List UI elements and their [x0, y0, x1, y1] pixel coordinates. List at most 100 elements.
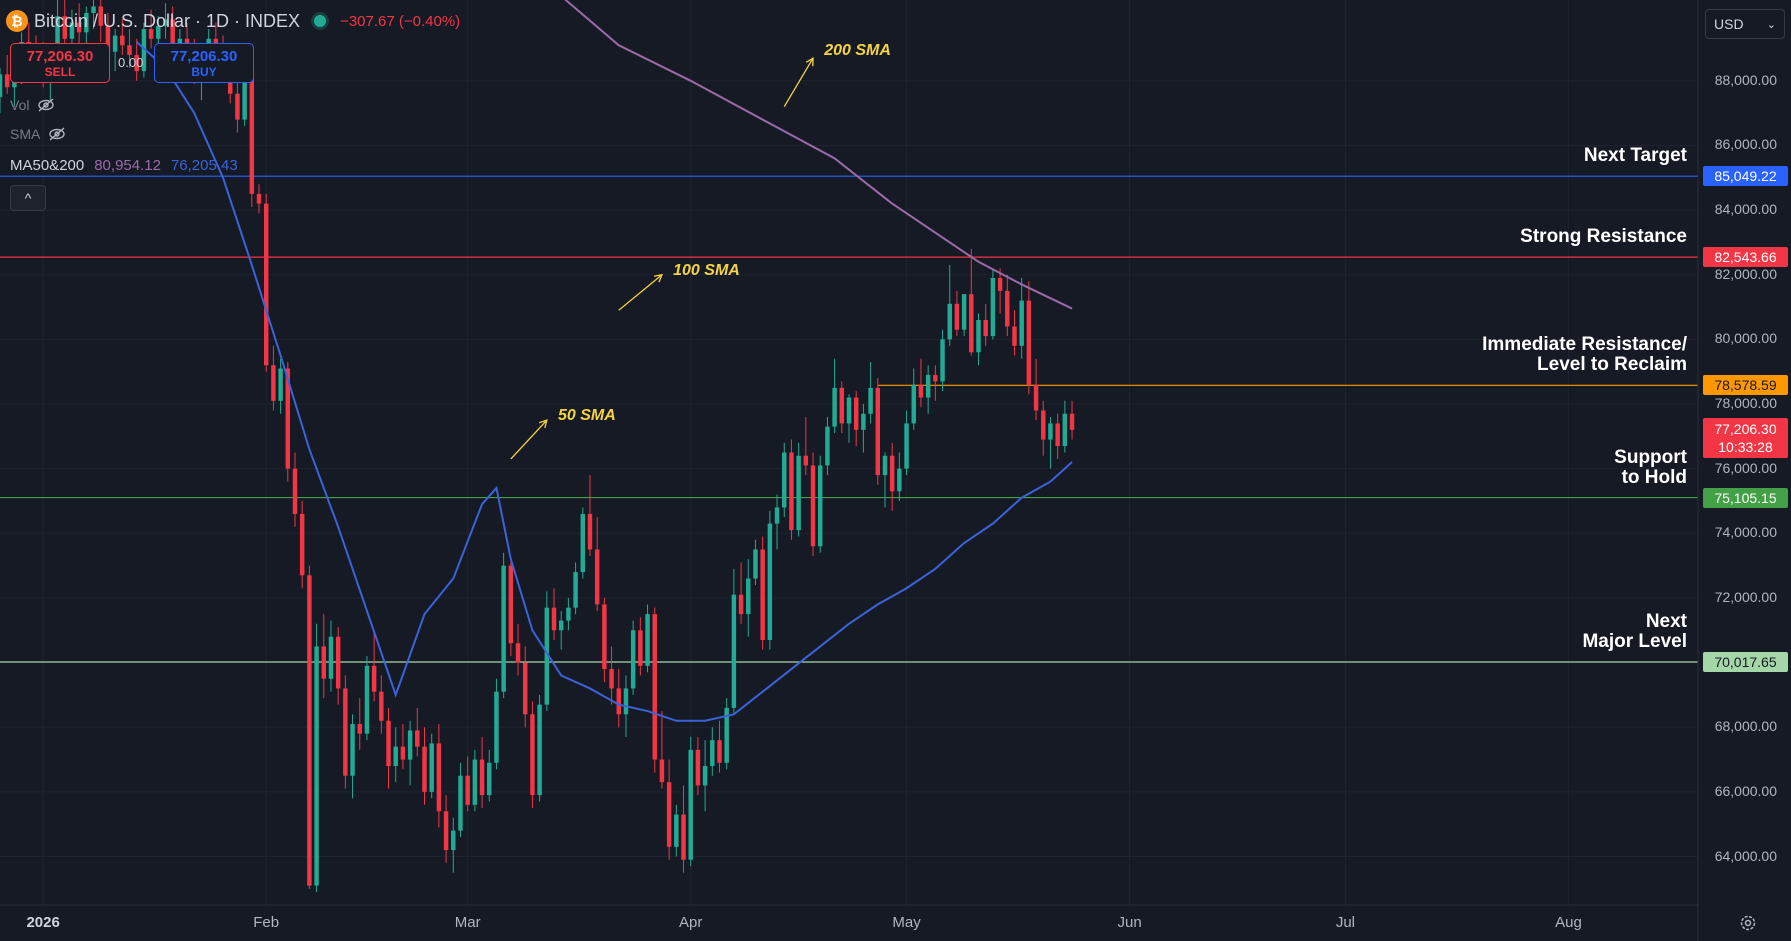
y-tick-label: 64,000.00	[1714, 847, 1777, 864]
candle-body	[933, 374, 938, 382]
candle-body	[760, 549, 765, 640]
candle-body	[695, 749, 701, 786]
ma-200-line	[564, 0, 1073, 310]
hidden-eye-icon[interactable]	[48, 127, 66, 141]
candle-body	[702, 766, 708, 786]
candle-body	[451, 830, 456, 851]
candle-body	[681, 814, 686, 860]
candle-body	[1069, 413, 1075, 430]
currency-select[interactable]: USD ⌄	[1705, 9, 1785, 39]
candle-body	[666, 782, 672, 847]
market-status-icon	[314, 15, 327, 27]
candle-body	[688, 749, 693, 860]
candle-body	[422, 746, 427, 792]
candle-body	[235, 93, 240, 120]
buy-label: BUY	[191, 64, 217, 79]
buy-price: 77,206.30	[170, 47, 238, 65]
level-price-tag: 78,578.59	[1703, 375, 1788, 396]
candle-body	[487, 762, 492, 796]
candle-body	[853, 397, 859, 430]
y-tick-label: 74,000.00	[1714, 524, 1777, 541]
candle-body	[810, 465, 816, 547]
candle-body	[832, 387, 837, 427]
candle-body	[407, 730, 413, 760]
candle-body	[213, 38, 219, 46]
candle-body	[163, 19, 168, 26]
candle-body	[55, 16, 60, 68]
sma-legend[interactable]: SMA	[10, 126, 66, 142]
annotation-arrow	[510, 419, 548, 460]
candle-body	[616, 688, 621, 715]
candle-body	[522, 662, 528, 715]
candle-body	[558, 620, 564, 631]
candle-body	[1026, 300, 1032, 385]
y-tick-label: 72,000.00	[1714, 588, 1777, 605]
candle-body	[1062, 413, 1068, 447]
candle-body	[796, 455, 801, 531]
volume-legend[interactable]: Vol	[10, 97, 55, 113]
candle-body	[256, 193, 262, 204]
sell-button[interactable]: 77,206.30 SELL	[10, 43, 110, 83]
sell-label: SELL	[44, 64, 76, 79]
candle-body	[846, 397, 852, 424]
candle-body	[767, 523, 773, 640]
moving-averages	[136, 0, 1073, 722]
candle-body	[343, 688, 348, 776]
sma-annotation-label: 50 SMA	[558, 406, 616, 424]
candle-body	[321, 646, 327, 679]
gear-icon[interactable]	[1739, 914, 1757, 932]
bitcoin-icon: ₿	[6, 10, 28, 32]
candle-body	[379, 691, 384, 721]
level-label: Immediate Resistance/ Level to Reclaim	[1482, 334, 1687, 376]
candle-body	[573, 572, 578, 608]
candle-body	[156, 25, 161, 39]
candle-body	[990, 277, 996, 337]
candle-body	[530, 714, 535, 796]
candle-body	[954, 303, 960, 330]
candle-body	[1048, 423, 1053, 440]
candle-body	[386, 720, 391, 767]
candle-body	[839, 387, 845, 424]
y-tick-label: 68,000.00	[1714, 718, 1777, 735]
candles	[0, 0, 1075, 893]
candle-body	[782, 452, 787, 508]
candle-body	[76, 22, 82, 33]
candle-body	[580, 513, 586, 573]
symbol-title[interactable]: Bitcoin / U.S. Dollar · 1D · INDEX	[34, 10, 301, 31]
ma-legend[interactable]: MA50&200 80,954.12 76,205.43	[10, 157, 238, 174]
level-lines	[0, 175, 1698, 663]
candle-body	[105, 25, 111, 52]
candle-body	[91, 6, 96, 13]
ma-200-value: 80,954.12	[94, 157, 161, 174]
arrow-head	[653, 273, 663, 283]
x-tick-label: Jul	[1335, 914, 1356, 931]
candle-body	[659, 759, 665, 783]
candle-body	[307, 575, 312, 886]
candle-body	[350, 724, 355, 776]
buy-button[interactable]: 77,206.30 BUY	[154, 43, 254, 83]
level-price-tag: 85,049.22	[1703, 166, 1788, 187]
candle-body	[566, 607, 571, 621]
candle-body	[292, 468, 298, 514]
candle-body	[551, 607, 557, 631]
candle-body	[1041, 410, 1046, 440]
hidden-eye-icon[interactable]	[37, 98, 55, 112]
candle-body	[717, 740, 722, 763]
candle-body	[285, 368, 291, 469]
chevron-down-icon: ⌄	[1766, 18, 1776, 31]
candle-body	[544, 607, 550, 705]
collapse-legend-button[interactable]: ^	[10, 185, 46, 211]
candle-body	[436, 743, 442, 812]
x-tick-label: Mar	[454, 914, 481, 931]
arrow-head	[805, 57, 814, 67]
level-price-tag: 70,017.65	[1703, 652, 1788, 673]
candle-body	[803, 455, 809, 466]
candle-body	[774, 507, 780, 524]
candle-body	[594, 549, 600, 605]
arrow-head	[539, 419, 548, 429]
candle-body	[429, 743, 434, 792]
candle-body	[494, 691, 499, 763]
candle-countdown: 10:33:28	[1718, 438, 1773, 455]
candle-body	[364, 665, 370, 734]
